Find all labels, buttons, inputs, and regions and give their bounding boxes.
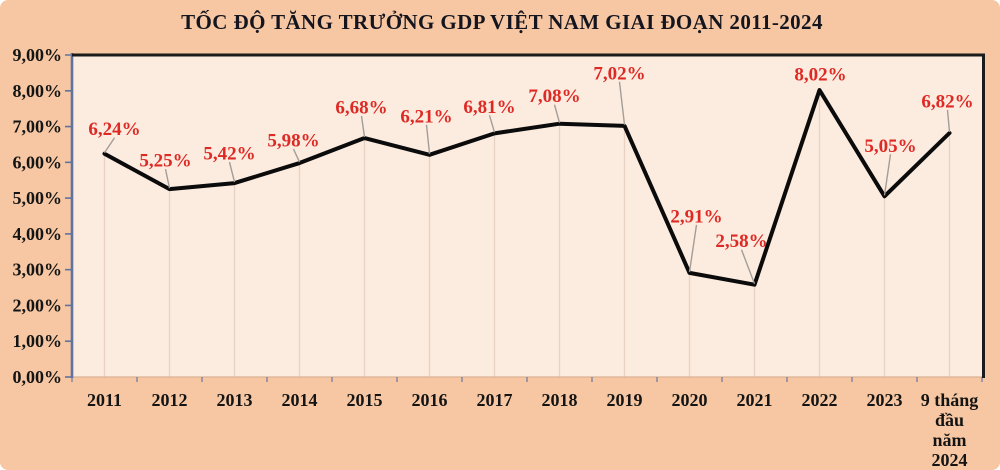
label-leader-line-2013 (228, 161, 236, 183)
x-tick-label-2014: 2014 (282, 390, 318, 410)
data-label-2016: 6,21% (400, 106, 452, 127)
label-leader-line-2012 (164, 169, 171, 189)
x-tick-label-2013: 2013 (217, 390, 253, 410)
gdp-line-series (102, 88, 952, 287)
y-tick-label-9: 9,00% (13, 45, 63, 65)
x-tick-label-2022: 2022 (802, 390, 838, 410)
data-label-2018: 7,08% (528, 86, 580, 107)
x-tick-label-2017: 2017 (477, 390, 513, 410)
y-tick-label-8: 8,00% (13, 81, 63, 101)
data-label-2012: 5,25% (139, 151, 191, 172)
x-tick-label-9 tháng đầu năm 2024: năm (932, 430, 966, 450)
y-tick-label-2: 2,00% (13, 295, 63, 315)
y-tick-label-4: 4,00% (13, 224, 63, 244)
y-tick-label-5: 5,00% (13, 188, 63, 208)
y-tick-label-6: 6,00% (13, 152, 63, 172)
label-leader-line-2017 (488, 115, 496, 133)
data-label-2020: 2,91% (670, 206, 722, 227)
data-label-2014: 5,98% (267, 131, 319, 152)
x-tick-label-9 tháng đầu năm 2024: đầu (935, 410, 964, 430)
x-tick-label-2021: 2021 (737, 390, 773, 410)
data-label-9 tháng đầu năm 2024: 6,82% (921, 91, 973, 112)
x-tick-label-2019: 2019 (607, 390, 643, 410)
data-label-2017: 6,81% (463, 97, 515, 118)
label-leader-line-2023 (883, 154, 892, 196)
label-leader-line-2015 (360, 115, 366, 138)
label-leader-line-2016 (425, 124, 431, 154)
y-tick-label-0: 0,00% (13, 367, 63, 387)
x-tick-label-2020: 2020 (672, 390, 708, 410)
x-tick-label-9 tháng đầu năm 2024: 2024 (932, 450, 968, 470)
label-leader-line-2014 (292, 148, 301, 163)
data-label-2013: 5,42% (203, 144, 255, 165)
label-leader-line-2018 (553, 104, 561, 123)
x-tick-label-2023: 2023 (867, 390, 903, 410)
y-tick-label-1: 1,00% (13, 331, 63, 351)
label-leader-line-2011 (103, 137, 116, 154)
y-tick-label-7: 7,00% (13, 117, 63, 137)
data-label-2021: 2,58% (715, 231, 767, 252)
x-tick-label-2018: 2018 (542, 390, 578, 410)
x-tick-label-2016: 2016 (412, 390, 448, 410)
plot-area (72, 55, 982, 377)
data-label-2019: 7,02% (593, 63, 645, 84)
data-label-2023: 5,05% (864, 136, 916, 157)
data-label-2015: 6,68% (335, 98, 387, 119)
data-label-2022: 8,02% (794, 65, 846, 86)
x-tick-label-2011: 2011 (87, 390, 122, 410)
x-tick-label-2012: 2012 (152, 390, 188, 410)
x-tick-label-2015: 2015 (347, 390, 383, 410)
label-leader-line-2021 (740, 249, 756, 284)
label-leader-line-2020 (688, 224, 698, 272)
y-tick-label-3: 3,00% (13, 260, 63, 280)
data-label-2011: 6,24% (88, 119, 140, 140)
label-leader-line-2019 (618, 81, 626, 125)
label-leader-line-9 tháng đầu năm 2024 (946, 109, 951, 133)
x-tick-label-9 tháng đầu năm 2024: 9 tháng (921, 390, 979, 410)
chart-title: TỐC ĐỘ TĂNG TRƯỞNG GDP VIỆT NAM GIAI ĐOẠ… (181, 10, 823, 34)
